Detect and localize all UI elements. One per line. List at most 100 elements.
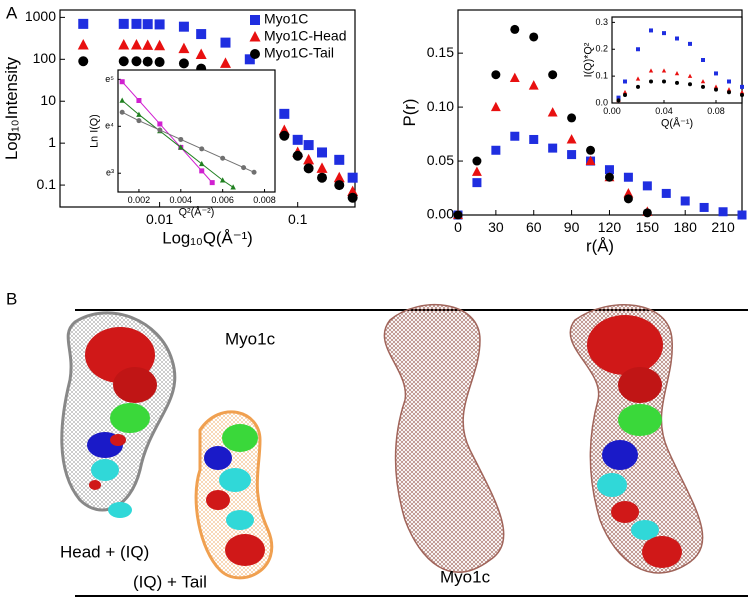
point <box>199 168 205 174</box>
legend-marker <box>249 31 261 42</box>
point <box>157 127 163 133</box>
point <box>317 172 328 183</box>
y-tick-label: 0.3 <box>595 17 608 27</box>
x-tick-label: 0.008 <box>253 195 276 205</box>
point <box>119 79 125 85</box>
point <box>528 80 539 90</box>
plot-area <box>117 69 276 193</box>
x-tick-label: 150 <box>636 219 660 235</box>
point <box>279 108 290 119</box>
x-tick-label: 90 <box>564 219 580 235</box>
point <box>688 41 692 46</box>
y-tick-label: 100 <box>33 50 57 66</box>
point <box>616 98 621 103</box>
x-axis-label: Q²(Å⁻²) <box>179 206 215 219</box>
x-tick-label: 0 <box>454 219 462 235</box>
y-axis-label: Ln I(Q) <box>88 114 100 148</box>
surface <box>587 315 682 568</box>
point <box>727 79 731 84</box>
point <box>178 58 189 69</box>
y-tick-label: 0.1 <box>595 71 608 81</box>
point <box>635 76 641 81</box>
point <box>642 181 652 191</box>
point <box>118 38 130 50</box>
point <box>649 79 653 84</box>
model-label: Myo1c <box>440 567 491 586</box>
point <box>548 143 558 153</box>
x-tick-label: 0.04 <box>655 106 673 116</box>
y-axis-label: Log₁₀Intensity <box>2 56 21 160</box>
point <box>142 39 154 50</box>
point <box>178 136 184 142</box>
point <box>157 121 163 127</box>
point <box>623 194 633 204</box>
point <box>616 95 621 100</box>
legend-label: Myo1C <box>264 11 308 27</box>
point <box>623 172 633 182</box>
point <box>675 80 679 85</box>
point <box>472 178 482 188</box>
point <box>740 92 744 97</box>
y-tick-label: 1000 <box>25 8 56 24</box>
point <box>119 109 125 115</box>
point <box>220 155 226 161</box>
legend-label: Myo1C-Tail <box>264 45 334 61</box>
point <box>292 150 303 161</box>
point <box>219 177 226 183</box>
point <box>661 188 671 198</box>
fit-line <box>121 111 255 173</box>
x-tick-label: 60 <box>526 219 542 235</box>
y-tick-label: 0.2 <box>595 44 608 54</box>
point <box>740 84 744 89</box>
point <box>675 36 679 41</box>
x-tick-label: 0.01 <box>146 211 173 227</box>
envelope <box>569 303 704 574</box>
point <box>279 130 290 141</box>
point <box>649 28 653 33</box>
point <box>334 154 345 165</box>
point <box>636 47 640 52</box>
point <box>136 111 142 117</box>
y-tick-label: 1 <box>48 134 56 150</box>
point <box>687 73 693 78</box>
envelope <box>383 303 505 573</box>
point <box>178 42 190 54</box>
point <box>303 163 314 174</box>
point <box>490 101 501 112</box>
point <box>347 192 358 203</box>
y-tick-label: 0.1 <box>37 176 57 192</box>
point <box>680 196 690 206</box>
point <box>178 21 189 32</box>
point <box>209 180 215 186</box>
point <box>154 19 165 30</box>
chart: 0 30 60 90 120 150 180 210 0.00 0.05 0.10 0.15 r(Å) P… <box>400 9 747 256</box>
point <box>529 134 539 144</box>
point <box>604 165 614 175</box>
y-axis-label: I(Q)*Q² <box>582 42 594 77</box>
point <box>136 118 142 124</box>
point <box>77 38 89 50</box>
y-tick-label: 0.0 <box>595 97 608 107</box>
point <box>317 147 328 158</box>
point <box>119 97 125 103</box>
point <box>78 56 89 67</box>
point <box>674 71 680 76</box>
model-label: Head + (IQ) <box>60 542 149 561</box>
x-tick-label: 120 <box>598 219 622 235</box>
point <box>196 29 207 40</box>
point <box>195 48 207 60</box>
surface <box>85 327 157 518</box>
point <box>131 56 142 67</box>
point <box>472 156 482 166</box>
point <box>241 165 247 171</box>
chart: 0.00 0.04 0.08 0.0 0.1 0.2 0.3 Q(Å⁻¹) I(Q)*Q² <box>582 16 745 130</box>
x-tick-label: 0.08 <box>707 106 725 116</box>
point <box>303 153 315 165</box>
point <box>548 70 558 80</box>
x-tick-label: 30 <box>488 219 504 235</box>
chart: 0.002 0.004 0.006 0.008 e³ e⁴ e⁵ Q²(Å⁻²) Ln I(Q) <box>88 69 276 219</box>
point <box>491 145 501 155</box>
point <box>142 19 153 30</box>
point <box>510 131 520 141</box>
